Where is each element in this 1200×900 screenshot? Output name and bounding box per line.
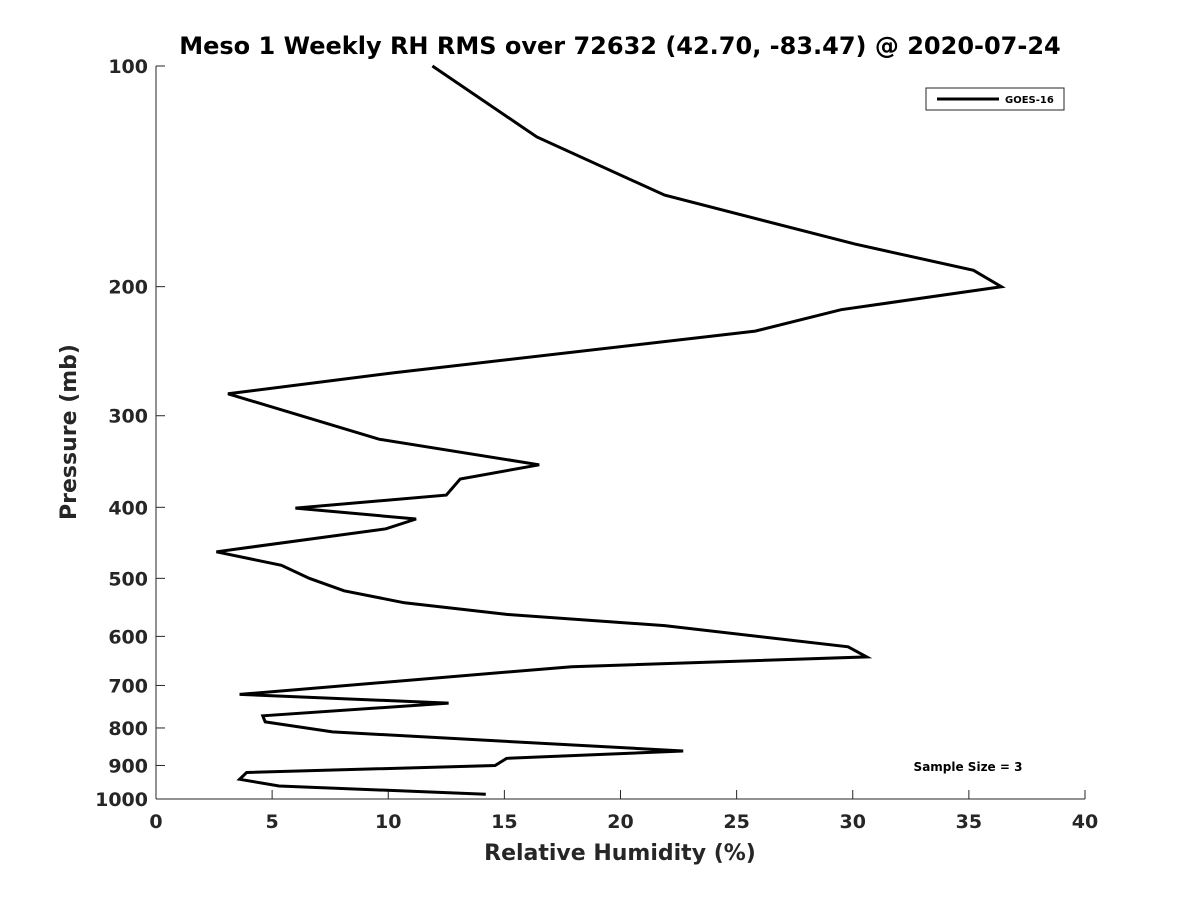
- legend-label-goes-16: GOES-16: [1005, 95, 1054, 106]
- x-tick-label: 15: [491, 811, 517, 833]
- data-point: [847, 645, 850, 648]
- data-point: [754, 330, 757, 333]
- data-point: [663, 624, 666, 627]
- data-point: [264, 720, 267, 723]
- data-point: [294, 507, 297, 510]
- data-point: [854, 243, 857, 246]
- data-point: [394, 371, 397, 374]
- x-axis-label: Relative Humidity (%): [484, 841, 756, 866]
- data-point: [403, 601, 406, 604]
- data-point: [505, 613, 508, 616]
- data-point: [538, 463, 541, 466]
- y-tick-label: 400: [108, 497, 148, 519]
- y-tick-label: 1000: [95, 789, 148, 811]
- y-tick-label: 600: [108, 626, 148, 648]
- data-point: [494, 764, 497, 767]
- data-point: [261, 714, 264, 717]
- data-point: [447, 702, 450, 705]
- data-point: [238, 693, 241, 696]
- data-point: [484, 793, 487, 796]
- x-tick-label: 5: [266, 811, 279, 833]
- y-tick-label: 900: [108, 755, 148, 777]
- data-point: [238, 778, 241, 781]
- data-point: [278, 785, 281, 788]
- y-tick-label: 200: [108, 277, 148, 299]
- data-point: [308, 577, 311, 580]
- data-point: [331, 730, 334, 733]
- legend: GOES-16: [925, 87, 1065, 111]
- data-point: [570, 665, 573, 668]
- data-point: [245, 771, 248, 774]
- y-tick-label: 800: [108, 718, 148, 740]
- data-point: [840, 308, 843, 311]
- data-point: [535, 136, 538, 139]
- x-tick-label: 30: [840, 811, 866, 833]
- data-point: [459, 478, 462, 481]
- x-tick-label: 40: [1072, 811, 1098, 833]
- data-point: [227, 392, 230, 395]
- data-point: [682, 750, 685, 753]
- data-point: [972, 269, 975, 272]
- data-point: [343, 589, 346, 592]
- data-point: [431, 65, 434, 68]
- data-point: [505, 757, 508, 760]
- series-line-goes-16: [216, 64, 1006, 796]
- y-tick-label: 700: [108, 675, 148, 697]
- sample-size-annotation: Sample Size = 3: [914, 760, 1023, 774]
- x-tick-label: 0: [149, 811, 162, 833]
- x-axis-ticks: 0 5 10 15 20 25 30 35 40: [149, 790, 1098, 833]
- chart-title: Meso 1 Weekly RH RMS over 72632 (42.70, …: [179, 32, 1061, 60]
- data-point: [378, 438, 381, 441]
- x-tick-label: 35: [956, 811, 982, 833]
- x-tick-label: 25: [723, 811, 749, 833]
- y-axis-ticks: 100 200 300 400 500 600 700 800 900 1000: [95, 56, 165, 811]
- data-point: [215, 550, 218, 553]
- x-tick-label: 20: [607, 811, 633, 833]
- y-axis-label: Pressure (mb): [57, 344, 82, 520]
- data-point: [384, 527, 387, 530]
- data-point: [280, 564, 283, 567]
- x-tick-label: 10: [375, 811, 401, 833]
- data-point: [663, 194, 666, 197]
- data-point: [1000, 285, 1003, 288]
- y-tick-label: 500: [108, 568, 148, 590]
- data-point: [865, 655, 868, 658]
- y-tick-label: 100: [108, 56, 148, 78]
- data-point: [445, 494, 448, 497]
- y-tick-label: 300: [108, 406, 148, 428]
- data-point: [415, 518, 418, 521]
